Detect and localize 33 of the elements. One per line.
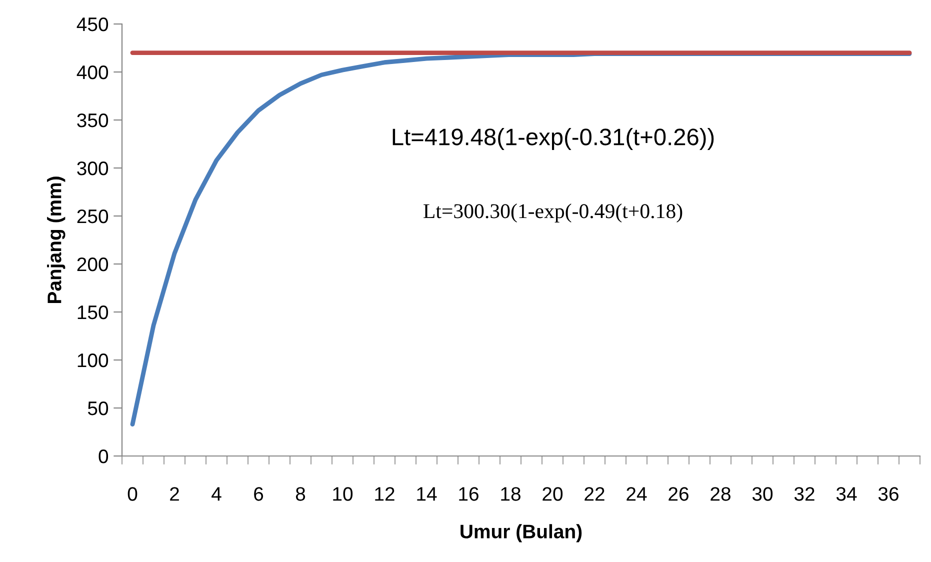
x-tick-label: 8 [296, 487, 306, 501]
y-tick-label: 400 [76, 65, 108, 80]
y-tick-label: 450 [76, 17, 108, 32]
x-tick-label: 10 [333, 487, 353, 501]
y-tick-label: 100 [78, 353, 108, 368]
x-tick-label: 6 [254, 487, 264, 501]
x-tick-label: 2 [170, 487, 179, 501]
x-tick-label: 34 [836, 487, 857, 501]
x-tick-label: 32 [794, 487, 814, 501]
y-axis-title: Panjang (mm) [47, 176, 66, 303]
x-tick-label: 24 [626, 487, 647, 501]
x-tick-label: 36 [878, 487, 898, 501]
y-tick-label: 350 [77, 113, 108, 128]
y-tick-label: 0 [98, 449, 108, 464]
y-tick-label: 300 [77, 161, 108, 176]
x-tick-label: 12 [375, 487, 394, 501]
x-axis-title: Umur (Bulan) [460, 524, 582, 542]
x-tick-label: 30 [752, 487, 773, 501]
x-tick-label: 22 [584, 487, 604, 501]
x-tick-label: 26 [668, 487, 688, 501]
y-tick-label: 200 [77, 257, 108, 272]
x-tick-label: 18 [501, 487, 520, 501]
y-tick-label: 250 [77, 209, 108, 224]
x-tick-label: 0 [128, 487, 138, 501]
x-tick-label: 20 [542, 487, 563, 501]
x-tick-label: 14 [417, 487, 437, 501]
y-tick-label: 150 [78, 305, 108, 320]
x-tick-label: 4 [212, 487, 222, 501]
annotation: Lt=300.30(1-exp(-0.49(t+0.18) [424, 204, 682, 222]
annotation: Lt=419.48(1-exp(-0.31(t+0.26)) [392, 128, 714, 150]
y-tick-label: 50 [88, 401, 108, 416]
x-tick-label: 28 [710, 487, 730, 501]
x-tick-label: 16 [459, 487, 478, 501]
